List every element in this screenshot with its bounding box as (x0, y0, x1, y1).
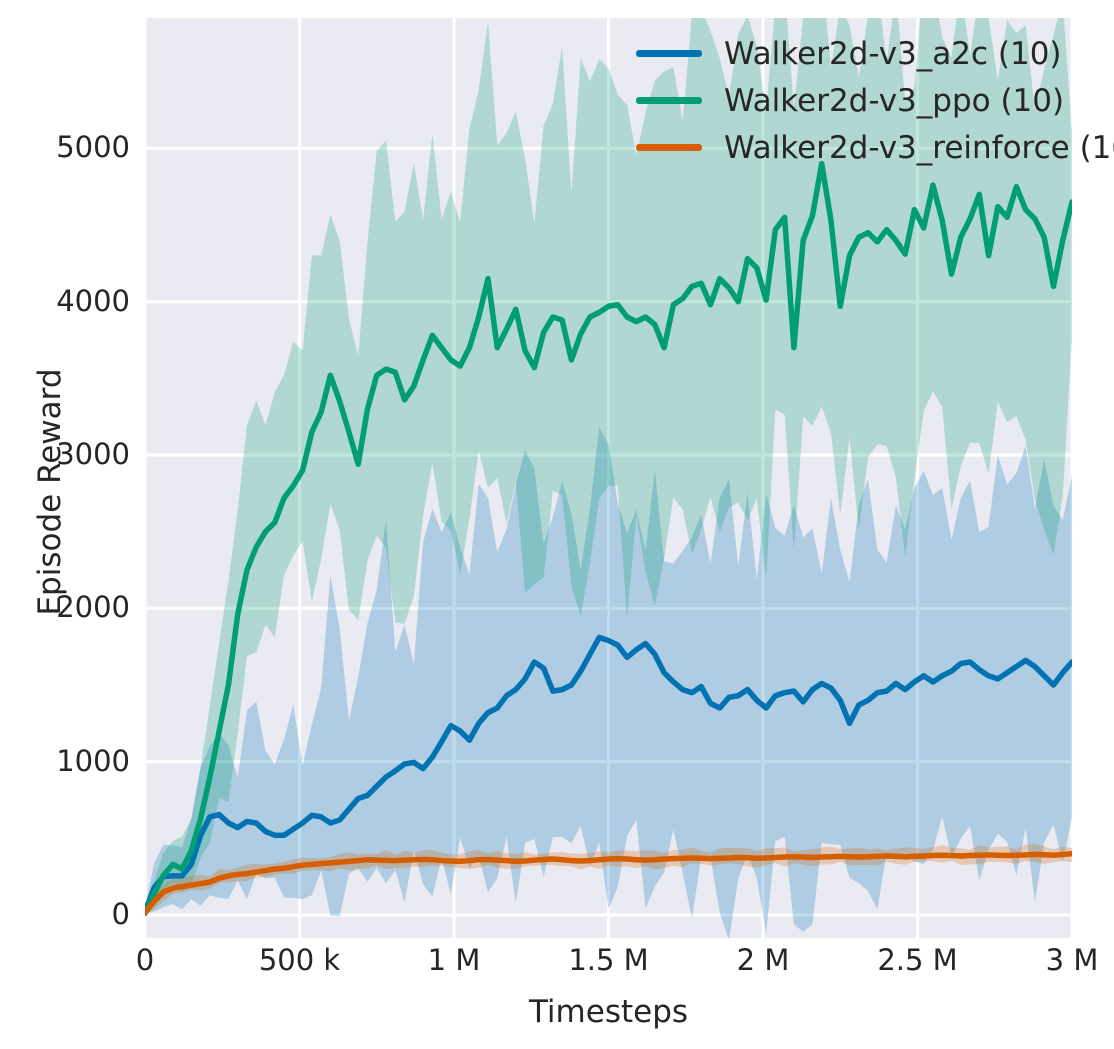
y-tick-label: 1000 (56, 743, 130, 778)
series-line (145, 160, 1072, 917)
x-tick-label: 2 M (736, 943, 790, 977)
legend-item: Walker2d-v3_a2c (10) (636, 30, 1062, 77)
legend: Walker2d-v3_a2c (10) Walker2d-v3_ppo (10)… (636, 30, 1114, 171)
x-tick-label: 1.5 M (568, 943, 649, 977)
legend-label: Walker2d-v3_a2c (10) (724, 35, 1062, 72)
y-tick-label: 2000 (56, 590, 130, 625)
confidence-band (145, 427, 1072, 938)
legend-label: Walker2d-v3_reinforce (10) (724, 129, 1114, 166)
legend-label: Walker2d-v3_ppo (10) (724, 82, 1065, 119)
y-tick-label: 3000 (56, 437, 130, 471)
legend-item: Walker2d-v3_reinforce (10) (636, 124, 1114, 171)
series-lines (145, 160, 1072, 917)
series-line (145, 634, 1072, 915)
x-tick-label: 0 (135, 943, 155, 977)
plot-svg (145, 18, 1072, 938)
x-tick-label: 2.5 M (877, 943, 958, 977)
x-tick-label: 3 M (1045, 943, 1099, 977)
y-tick-label: 4000 (56, 283, 130, 318)
confidence-band (145, 18, 1072, 915)
legend-swatch-icon (636, 50, 702, 57)
series-line (145, 850, 1072, 916)
y-axis-title: Episode Reward (32, 368, 68, 616)
y-tick-label: 5000 (56, 130, 130, 165)
x-axis-title: Timesteps (528, 994, 689, 1030)
legend-swatch-icon (636, 97, 702, 104)
y-tick-label: 0 (111, 897, 130, 931)
gridlines (145, 18, 1072, 938)
legend-swatch-icon (636, 144, 702, 151)
y-axis-tick-labels: 0 1000 2000 3000 4000 5000 (0, 0, 130, 1049)
plot-area (145, 18, 1072, 938)
x-tick-label: 1 M (427, 943, 481, 977)
x-tick-label: 500 k (258, 943, 341, 977)
legend-item: Walker2d-v3_ppo (10) (636, 77, 1064, 124)
